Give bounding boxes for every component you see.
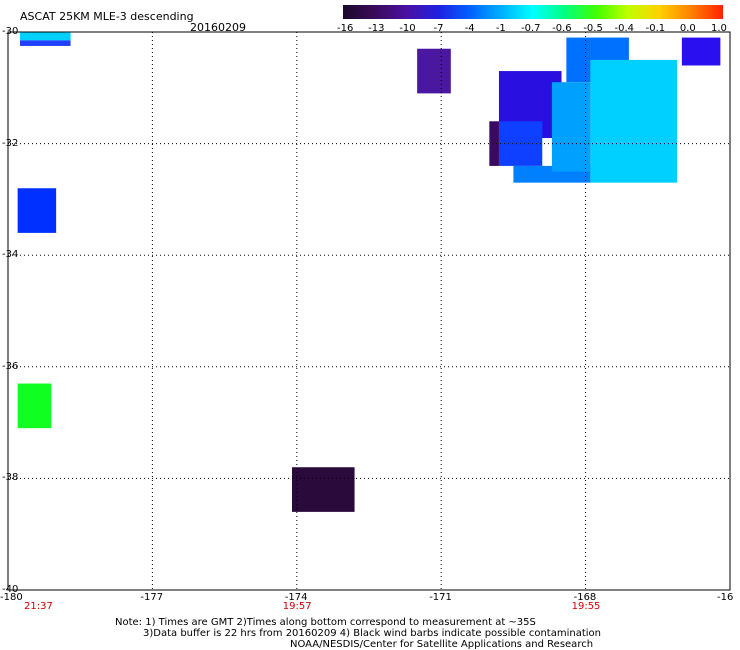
colorbar-label: -7	[433, 23, 444, 34]
map-date: 20160209	[190, 21, 246, 34]
colorbar-label: -0.5	[583, 23, 603, 34]
colorbar-label: -4	[464, 23, 475, 34]
note-line-2: 3)Data buffer is 22 hrs from 20160209 4)…	[143, 628, 601, 639]
colorbar-label: -0.7	[521, 23, 541, 34]
colorbar-label: -10	[399, 23, 416, 34]
y-tick-label: -34	[2, 249, 19, 261]
map-title: ASCAT 25KM MLE-3 descending	[20, 10, 194, 23]
wind-cell	[17, 383, 52, 429]
wind-cell	[551, 82, 591, 172]
colorbar	[343, 5, 723, 19]
x-tick-label: -168	[573, 592, 597, 603]
colorbar-gradient	[343, 5, 723, 19]
wind-cell	[17, 188, 57, 233]
wind-cell	[291, 467, 355, 512]
x-tick-label: -180	[0, 592, 23, 603]
swath-time-label: 19:57	[282, 601, 312, 612]
y-tick-label: -36	[2, 360, 19, 372]
x-tick-label: -171	[429, 592, 452, 603]
colorbar-label: -0.1	[645, 23, 666, 34]
colorbar-label: -13	[368, 23, 385, 34]
y-tick-label: -30	[2, 26, 19, 37]
swath-time-label: 21:37	[24, 601, 53, 612]
wind-cell	[590, 59, 678, 183]
y-tick-label: -32	[2, 137, 19, 149]
y-tick-label: -38	[2, 472, 19, 484]
colorbar-label: 1.0	[711, 23, 727, 34]
wind-cell	[417, 48, 451, 94]
colorbar-label: -0.4	[614, 23, 635, 34]
swath-time-label: 19:55	[571, 601, 601, 612]
colorbar-label: 0.0	[679, 23, 696, 34]
x-tick-label: -16	[717, 592, 734, 603]
colorbar-label: -16	[337, 23, 354, 34]
wind-cell	[489, 121, 499, 166]
wind-cell	[681, 37, 721, 66]
wind-cell	[20, 32, 71, 41]
note-line-1: Note: 1) Times are GMT 2)Times along bot…	[115, 617, 536, 628]
colorbar-label: -1	[495, 23, 506, 34]
note-line-3: NOAA/NESDIS/Center for Satellite Applica…	[290, 639, 594, 650]
x-tick-label: -177	[140, 592, 164, 603]
colorbar-label: -0.6	[552, 23, 572, 34]
x-tick-label: -174	[284, 592, 308, 603]
wind-cell	[20, 40, 71, 46]
plot-frame	[7, 31, 731, 591]
y-tick-label: -40	[2, 584, 19, 595]
